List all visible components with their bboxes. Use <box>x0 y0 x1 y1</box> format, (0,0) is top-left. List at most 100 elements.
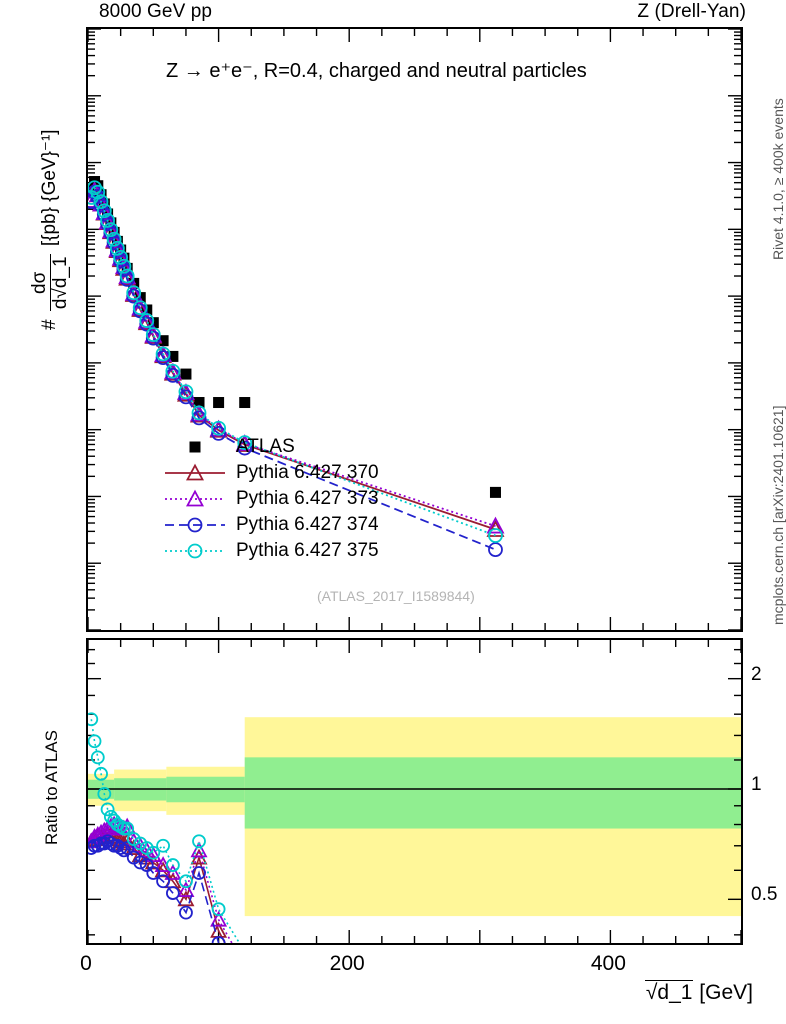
datapoint-pythia-6-427-374 <box>155 350 171 366</box>
ratio-point-pythia-6-427-373 <box>190 841 208 858</box>
ratio-point-pythia-6-427-374 <box>211 936 226 943</box>
datapoint-pythia-6-427-375 <box>119 268 135 284</box>
ratio-point-pythia-6-427-374 <box>165 886 180 900</box>
ratio-point-pythia-6-427-373 <box>144 846 162 863</box>
legend: ATLAS Pythia 6.427 370 Pythia 6.427 373 Pyt… <box>165 434 379 564</box>
datapoint-pythia-6-427-375 <box>237 435 253 451</box>
ratio-point-pythia-6-427-375 <box>90 750 105 765</box>
datapoint-pythia-6-427-375 <box>106 231 122 247</box>
x-axis-sqrt-term: √d_1 <box>644 980 694 1004</box>
datapoint-pythia-6-427-375 <box>96 203 112 219</box>
datapoint-pythia-6-427-375 <box>88 180 102 196</box>
legend-atlas[interactable]: ATLAS <box>165 434 379 460</box>
datapoint-pythia-6-427-375 <box>116 258 132 274</box>
legend-pythia-375-swatch <box>165 541 225 561</box>
datapoint-pythia-6-427-375 <box>132 300 148 316</box>
datapoint-pythia-6-427-375 <box>145 327 161 343</box>
ratio-point-pythia-6-427-374 <box>113 841 128 855</box>
datapoint-pythia-6-427-374 <box>178 389 194 405</box>
datapoint-pythia-6-427-374 <box>488 542 503 557</box>
ratio-point-pythia-6-427-370 <box>144 853 162 870</box>
plot-title: Z → e⁺e⁻, R=0.4, charged and neutral par… <box>166 60 587 82</box>
datapoint-pythia-6-427-375 <box>103 222 119 238</box>
legend-marker <box>185 463 205 481</box>
datapoint-atlas <box>489 486 501 498</box>
ratio-point-pythia-6-427-370 <box>154 861 172 878</box>
datapoint-pythia-6-427-375 <box>113 249 129 265</box>
ratio-point-pythia-6-427-373 <box>210 910 228 927</box>
datapoint-pythia-6-427-375 <box>155 346 171 362</box>
legend-atlas-label: ATLAS <box>236 436 295 457</box>
datapoint-atlas <box>167 350 179 362</box>
datapoint-atlas <box>157 335 169 347</box>
y-axis-denominator: d√d_1 <box>49 256 71 310</box>
legend-pythia-374-swatch <box>165 515 225 535</box>
inner-green-band <box>244 757 741 829</box>
datapoint-pythia-6-427-374 <box>165 367 181 383</box>
side-text-rivet: Rivet 4.1.0, ≥ 400k events <box>770 98 786 260</box>
datapoint-pythia-6-427-375 <box>109 240 125 256</box>
ratio-plot-canvas <box>88 640 741 943</box>
ratio-point-pythia-6-427-375 <box>88 712 99 727</box>
legend-marker <box>185 489 205 507</box>
ratio-point-pythia-6-427-375 <box>146 845 161 860</box>
ratio-point-pythia-6-427-374 <box>117 843 131 858</box>
legend-pythia-373[interactable]: Pythia 6.427 373 <box>165 486 379 512</box>
legend-pythia-370[interactable]: Pythia 6.427 370 <box>165 460 379 486</box>
ratio-point-pythia-6-427-373 <box>177 881 195 897</box>
datapoint-pythia-6-427-375 <box>211 420 227 436</box>
ratio-point-pythia-6-427-374 <box>133 855 148 870</box>
legend-marker <box>189 441 201 453</box>
datapoint-atlas <box>193 397 205 409</box>
ratio-axis-title: Ratio to ATLAS <box>42 730 61 845</box>
ratio-point-pythia-6-427-373 <box>164 864 182 880</box>
ratio-point-pythia-6-427-375 <box>192 834 206 849</box>
datapoint-pythia-6-427-374 <box>211 425 227 441</box>
datapoint-pythia-6-427-374 <box>237 440 253 456</box>
ratio-point-pythia-6-427-375 <box>120 821 135 836</box>
datapoint-pythia-6-427-370 <box>486 520 505 537</box>
ratio-tick-label-right: 2 <box>751 663 762 685</box>
ratio-point-pythia-6-427-374 <box>156 874 170 889</box>
legend-marker <box>187 517 203 533</box>
ratio-point-pythia-6-427-374 <box>192 866 206 880</box>
legend-pythia-370-swatch <box>165 463 225 483</box>
legend-pythia-374-label: Pythia 6.427 374 <box>236 514 379 535</box>
main-plot-canvas <box>88 29 741 630</box>
ratio-tick-label-right: 1 <box>751 773 762 795</box>
datapoint-pythia-6-427-375 <box>178 384 194 400</box>
legend-pythia-373-swatch <box>165 489 225 509</box>
ratio-point-pythia-6-427-374 <box>146 866 161 880</box>
ratio-point-pythia-6-427-370 <box>177 890 195 907</box>
legend-pythia-374[interactable]: Pythia 6.427 374 <box>165 512 379 538</box>
y-axis-title: # dσ d√d_1 [{pb} {GeV}⁻¹] <box>29 129 71 330</box>
y-axis-numerator: dσ <box>29 254 51 312</box>
x-tick-label: 400 <box>590 952 626 975</box>
datapoint-pythia-6-427-375 <box>90 184 106 200</box>
ratio-tick-label-right: 0.5 <box>751 884 778 906</box>
header-beam-label: 8000 GeV pp <box>99 1 213 22</box>
legend-atlas-swatch <box>165 437 225 457</box>
ratio-point-pythia-6-427-375 <box>97 786 112 801</box>
datapoint-pythia-6-427-375 <box>100 213 115 228</box>
datapoint-pythia-6-427-375 <box>488 528 503 543</box>
legend-pythia-375[interactable]: Pythia 6.427 375 <box>165 538 379 564</box>
ratio-point-pythia-6-427-374 <box>97 836 112 851</box>
ratio-point-pythia-6-427-375 <box>179 874 193 889</box>
ratio-point-pythia-6-427-375 <box>100 802 115 817</box>
datapoint-pythia-6-427-375 <box>139 313 155 328</box>
x-axis-units: [GeV] <box>699 981 753 1004</box>
datapoint-pythia-6-427-375 <box>126 285 142 301</box>
ratio-point-pythia-6-427-375 <box>165 858 180 872</box>
side-text-source: mcplots.cern.ch [arXiv:2401.10621] <box>770 405 786 625</box>
datapoint-pythia-6-427-373 <box>486 516 505 534</box>
legend-pythia-370-label: Pythia 6.427 370 <box>236 462 379 483</box>
x-tick-label: 0 <box>80 952 92 975</box>
ratio-point-pythia-6-427-373 <box>138 841 156 858</box>
datapoint-atlas <box>180 368 192 380</box>
ratio-point-pythia-6-427-375 <box>211 902 226 917</box>
x-axis-title: √d_1 [GeV] <box>644 980 753 1005</box>
datapoint-pythia-6-427-375 <box>165 363 181 379</box>
y-axis-hash: # <box>39 319 61 330</box>
datapoint-pythia-6-427-374 <box>139 316 155 332</box>
